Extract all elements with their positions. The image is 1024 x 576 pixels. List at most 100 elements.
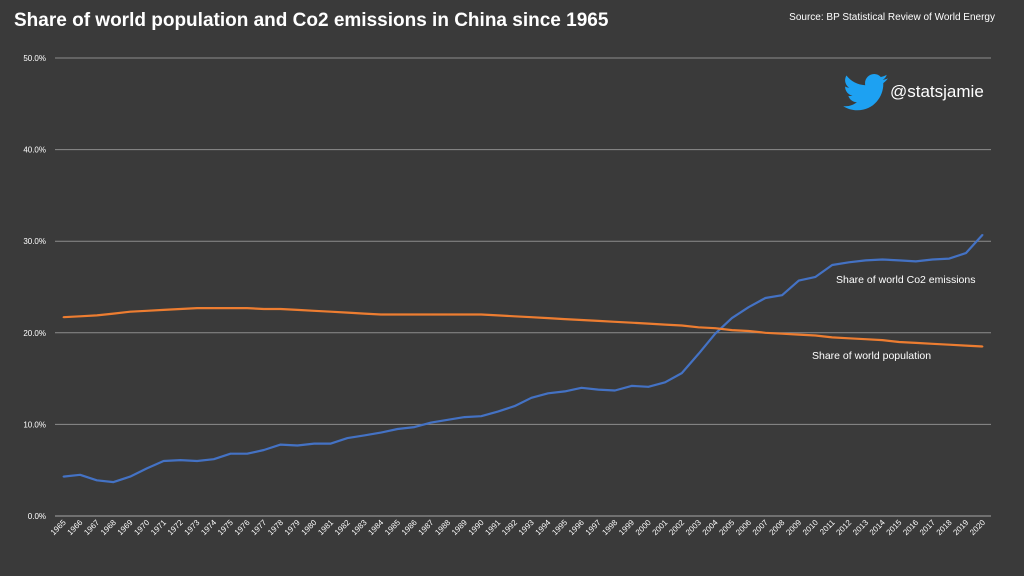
population-point xyxy=(146,310,148,312)
emissions-point xyxy=(396,428,399,430)
x-tick-label: 2000 xyxy=(634,518,653,537)
population-point xyxy=(864,338,867,341)
population-point xyxy=(229,307,232,309)
population-point xyxy=(279,308,282,310)
emissions-point xyxy=(513,405,516,407)
emissions-point xyxy=(814,276,817,278)
population-point xyxy=(380,313,382,316)
population-point xyxy=(263,308,265,310)
emissions-point xyxy=(747,306,750,308)
x-tick-label: 1972 xyxy=(166,518,185,537)
x-tick-label: 2002 xyxy=(667,518,686,537)
x-tick-label: 1990 xyxy=(467,518,486,537)
chart-title: Share of world population and Co2 emissi… xyxy=(14,10,609,31)
emissions-point xyxy=(480,415,483,417)
emissions-point xyxy=(413,426,416,428)
population-point xyxy=(396,313,399,316)
emissions-point xyxy=(162,460,165,462)
emissions-point xyxy=(965,252,967,254)
emissions-point xyxy=(614,389,616,392)
x-tick-label: 1997 xyxy=(584,518,603,537)
emissions-point xyxy=(313,442,315,445)
emissions-point xyxy=(914,260,917,263)
population-point xyxy=(513,315,516,318)
population-point xyxy=(697,326,700,329)
y-tick-label: 20.0% xyxy=(23,329,46,338)
y-tick-label: 30.0% xyxy=(23,237,46,246)
x-tick-label: 1995 xyxy=(550,518,569,537)
x-tick-label: 1975 xyxy=(216,518,235,537)
emissions-point xyxy=(463,416,466,418)
x-tick-label: 1981 xyxy=(316,518,335,537)
emissions-point xyxy=(296,444,299,447)
population-point xyxy=(313,310,315,312)
emissions-point xyxy=(664,381,666,384)
x-tick-label: 1984 xyxy=(366,518,385,537)
x-tick-label: 2012 xyxy=(834,518,853,537)
population-point xyxy=(680,324,683,327)
emissions-point xyxy=(196,460,198,462)
series-line-emissions xyxy=(63,234,984,484)
x-tick-label: 2015 xyxy=(885,518,904,537)
twitter-bird-icon xyxy=(843,74,889,111)
x-tick-label: 1982 xyxy=(333,518,352,537)
population-point xyxy=(981,345,984,348)
population-point xyxy=(95,314,98,317)
x-tick-label: 1974 xyxy=(199,518,218,537)
emissions-point xyxy=(848,261,850,264)
emissions-point xyxy=(547,392,549,395)
emissions-point xyxy=(246,452,249,455)
population-point xyxy=(781,332,783,335)
x-tick-label: 2004 xyxy=(701,518,720,537)
emissions-point xyxy=(797,279,800,282)
population-point xyxy=(480,313,483,316)
population-point xyxy=(196,307,198,309)
population-point xyxy=(129,310,132,313)
x-tick-label: 2020 xyxy=(968,518,987,537)
label-population: Share of world population xyxy=(812,350,931,362)
x-tick-label: 2011 xyxy=(818,518,837,537)
x-tick-label: 1983 xyxy=(350,518,369,537)
population-point xyxy=(764,332,767,334)
x-tick-label: 1968 xyxy=(99,518,118,537)
emissions-point xyxy=(764,297,767,299)
population-point xyxy=(497,314,499,317)
y-tick-label: 50.0% xyxy=(23,54,46,63)
twitter-handle: @statsjamie xyxy=(890,82,984,101)
x-tick-label: 2005 xyxy=(717,518,736,537)
emissions-point xyxy=(647,386,650,388)
population-point xyxy=(898,341,900,343)
population-point xyxy=(563,318,566,320)
x-tick-label: 2016 xyxy=(901,518,920,537)
x-tick-label: 1966 xyxy=(66,518,85,537)
x-tick-label: 1965 xyxy=(49,518,68,537)
population-point xyxy=(363,312,366,315)
population-point xyxy=(580,319,583,321)
population-point xyxy=(329,310,332,313)
x-tick-label: 2007 xyxy=(751,518,770,537)
emissions-point xyxy=(179,459,182,461)
x-tick-label: 1978 xyxy=(266,518,285,537)
x-tick-label: 2014 xyxy=(868,518,887,537)
emissions-point xyxy=(697,353,700,355)
x-tick-label: 1994 xyxy=(534,518,553,537)
emissions-point xyxy=(346,437,349,439)
x-tick-label: 1976 xyxy=(233,518,252,537)
emissions-point xyxy=(597,388,600,391)
emissions-point xyxy=(446,419,449,421)
emissions-point xyxy=(79,473,81,476)
population-point xyxy=(62,316,65,319)
emissions-point xyxy=(212,458,215,461)
population-point xyxy=(162,309,165,311)
emissions-point xyxy=(731,317,733,319)
emissions-point xyxy=(279,443,282,446)
population-point xyxy=(597,320,600,322)
population-point xyxy=(79,315,81,318)
x-tick-label: 1980 xyxy=(300,518,319,537)
x-tick-label: 2003 xyxy=(684,518,703,537)
emissions-point xyxy=(948,257,951,260)
x-tick-label: 1967 xyxy=(82,518,101,537)
population-point xyxy=(112,312,115,315)
x-tick-label: 1996 xyxy=(567,518,586,537)
source-note: Source: BP Statistical Review of World E… xyxy=(789,12,995,23)
